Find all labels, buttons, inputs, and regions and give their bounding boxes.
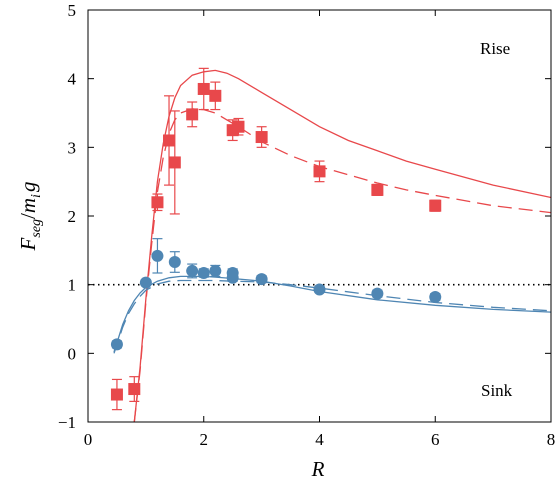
data-point-square: [371, 183, 384, 196]
data-point-circle: [255, 273, 268, 286]
data-point-circle: [110, 338, 123, 351]
x-tick-label: 0: [84, 430, 93, 449]
data-point-circle: [209, 264, 222, 277]
axis-ticks-layer: 0 2 4 6 8 −1 0 1 2 3 4 5: [58, 1, 555, 449]
annotation-rise: Rise: [480, 39, 510, 58]
data-point-square: [209, 89, 222, 102]
y-label-main: F: [16, 237, 40, 251]
x-tick-label: 8: [547, 430, 556, 449]
data-point-circle: [226, 271, 239, 284]
y-tick-label: 2: [68, 207, 77, 226]
y-tick-label: 0: [68, 344, 77, 363]
y-tick-label: 5: [68, 1, 77, 20]
data-point-circle: [429, 291, 442, 304]
annotation-sink: Sink: [481, 381, 513, 400]
data-point-square: [128, 383, 141, 396]
data-point-circle: [371, 287, 384, 300]
data-point-square: [255, 131, 268, 144]
y-tick-label: −1: [58, 413, 76, 432]
data-point-square: [197, 82, 210, 95]
y-tick-label: 4: [68, 70, 77, 89]
data-point-circle: [197, 266, 210, 279]
data-point-circle: [168, 256, 181, 269]
data-point-circle: [139, 276, 152, 289]
x-tick-label: 6: [431, 430, 440, 449]
data-point-square: [313, 165, 326, 178]
data-point-circle: [313, 283, 326, 296]
fit-line-dashed-3: [113, 279, 551, 354]
data-point-square: [232, 120, 245, 133]
y-tick-label: 1: [68, 276, 77, 295]
y-label-g: g: [16, 182, 40, 193]
y-tick-label: 3: [68, 138, 77, 157]
x-axis-label: R: [311, 457, 325, 481]
data-point-square: [163, 134, 176, 147]
data-point-square: [429, 199, 442, 212]
data-point-square: [168, 156, 181, 169]
data-points-layer: [110, 67, 442, 411]
x-tick-label: 2: [200, 430, 209, 449]
data-point-circle: [186, 264, 199, 277]
data-point-square: [186, 108, 199, 121]
data-point-square: [151, 196, 164, 209]
x-tick-label: 4: [315, 430, 324, 449]
y-label-m: m: [16, 198, 40, 213]
data-point-circle: [151, 249, 164, 262]
y-axis-label: Fseg/mig: [16, 182, 44, 252]
y-label-slash: /: [16, 213, 40, 219]
data-point-square: [110, 388, 123, 401]
y-label-sub-i: i: [29, 194, 44, 198]
fit-line-dashed-1: [133, 108, 551, 422]
y-label-sub-seg: seg: [29, 219, 44, 238]
